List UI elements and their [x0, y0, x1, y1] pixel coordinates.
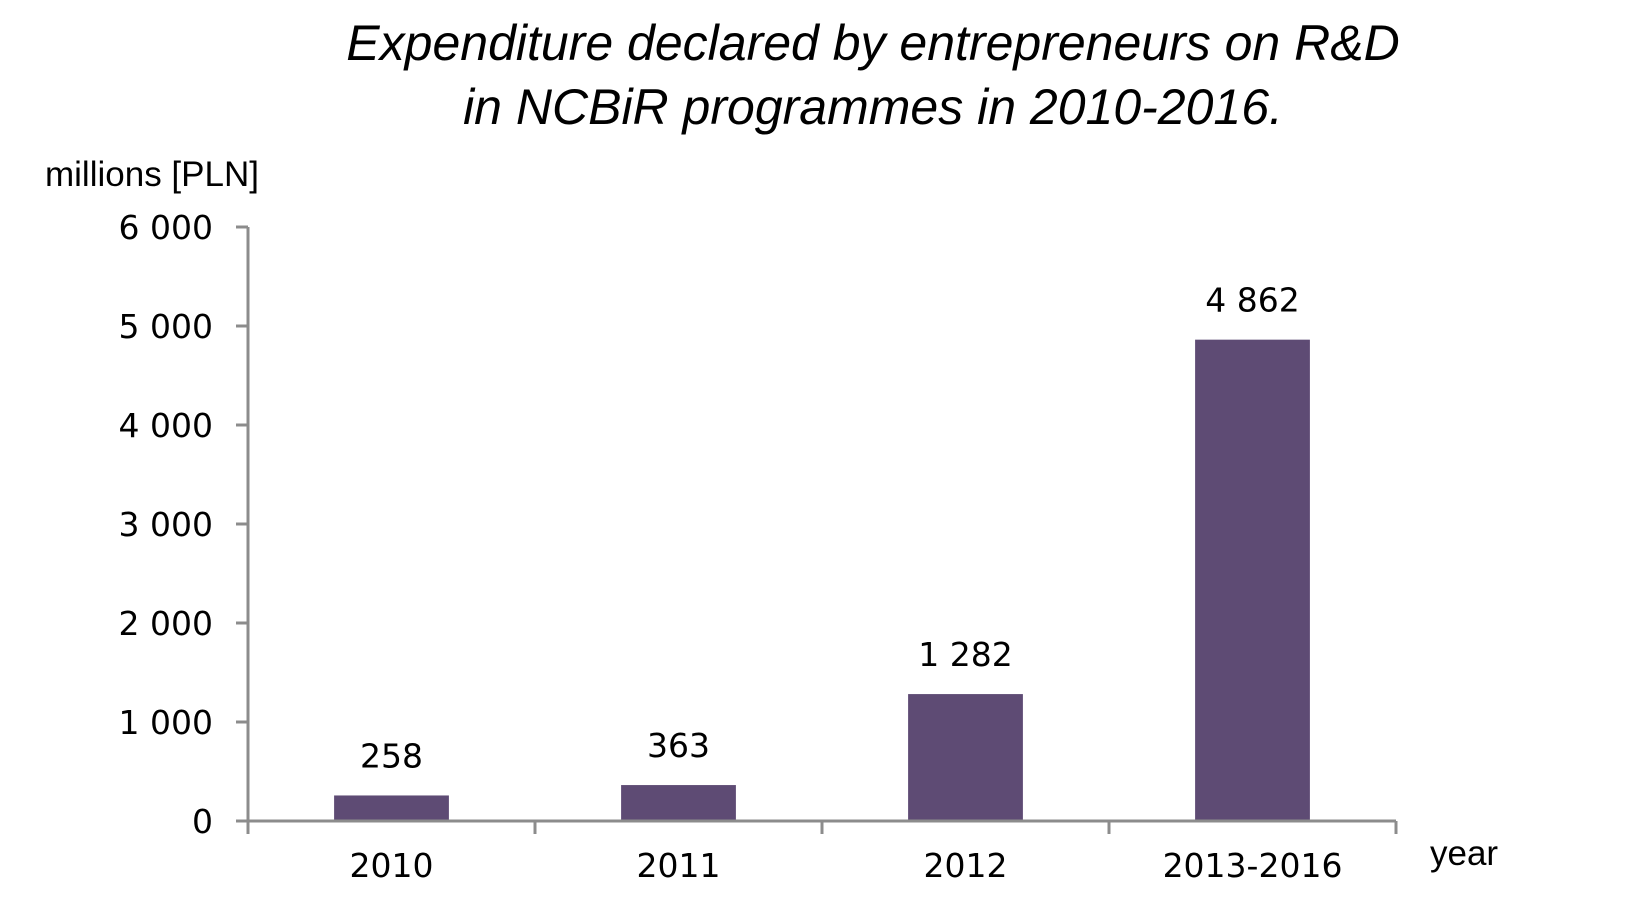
bar-value-label: 1 282	[918, 635, 1012, 674]
x-tick-label: 2010	[350, 846, 434, 885]
bar	[908, 694, 1023, 821]
x-tick-label: 2012	[924, 846, 1008, 885]
x-tick-label: 2013-2016	[1163, 846, 1343, 885]
bar-series	[334, 339, 1310, 821]
bar	[621, 785, 736, 821]
bar-value-label: 258	[360, 736, 423, 775]
bar-value-label: 4 862	[1205, 281, 1299, 320]
y-tick-label: 6 000	[119, 208, 213, 247]
data-labels: 258 363 1 282 4 862	[360, 281, 1300, 776]
x-tick-label: 2011	[637, 846, 721, 885]
bar	[1195, 339, 1310, 821]
x-axis-label: year	[1430, 834, 1498, 873]
y-tick-label: 5 000	[119, 307, 213, 346]
y-tick-label: 0	[192, 802, 213, 841]
y-tick-label: 3 000	[119, 505, 213, 544]
chart-title-line-2: in NCBiR programmes in 2010-2016.	[463, 79, 1283, 135]
y-tick-label: 1 000	[119, 703, 213, 742]
bar	[334, 795, 449, 821]
bar-value-label: 363	[647, 726, 710, 765]
y-tick-label: 4 000	[119, 406, 213, 445]
chart-title: Expenditure declared by entrepreneurs on…	[346, 15, 1399, 135]
chart-title-line-1: Expenditure declared by entrepreneurs on…	[346, 15, 1399, 71]
y-axis-label: millions [PLN]	[45, 155, 259, 194]
x-axis: 2010 2011 2012 2013-2016	[246, 819, 1398, 885]
y-axis: 0 1 000 2 000 3 000 4 000 5 000 6 000	[119, 208, 250, 841]
y-tick-label: 2 000	[119, 604, 213, 643]
